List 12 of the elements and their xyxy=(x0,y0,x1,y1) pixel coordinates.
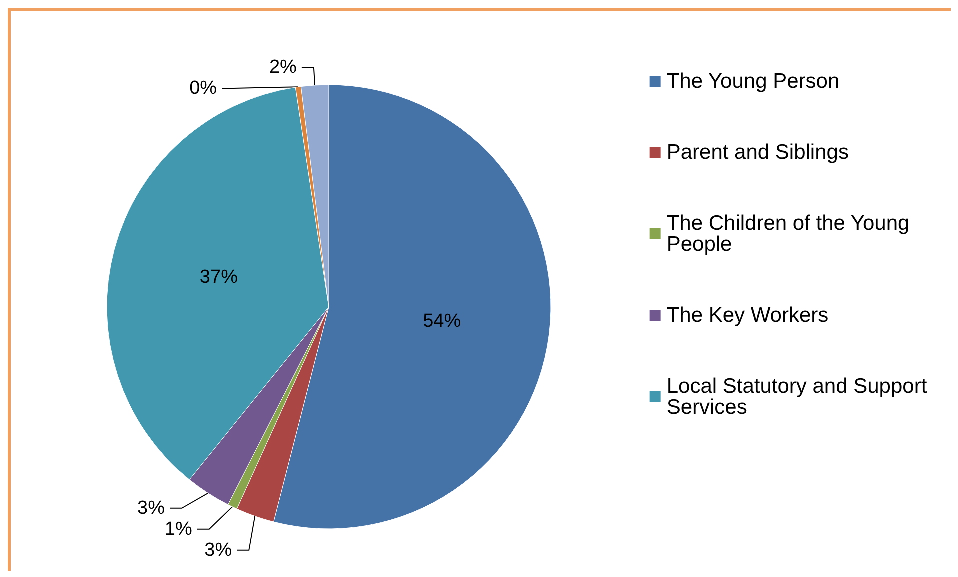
data-label: 1% xyxy=(164,518,192,540)
data-label: 3% xyxy=(138,498,166,519)
legend-label: Local Statutory and Support Services xyxy=(666,375,933,419)
data-label: 37% xyxy=(200,266,238,288)
legend-label: Parent and Siblings xyxy=(666,141,849,164)
legend-label: The Young Person xyxy=(666,70,840,93)
data-label: 2% xyxy=(269,56,298,78)
legend-label: The Children of the Young People xyxy=(666,212,916,256)
data-label: 54% xyxy=(423,310,462,332)
data-label: 0% xyxy=(190,78,218,99)
data-label: 3% xyxy=(204,540,232,561)
legend-label: The Key Workers xyxy=(666,304,829,327)
